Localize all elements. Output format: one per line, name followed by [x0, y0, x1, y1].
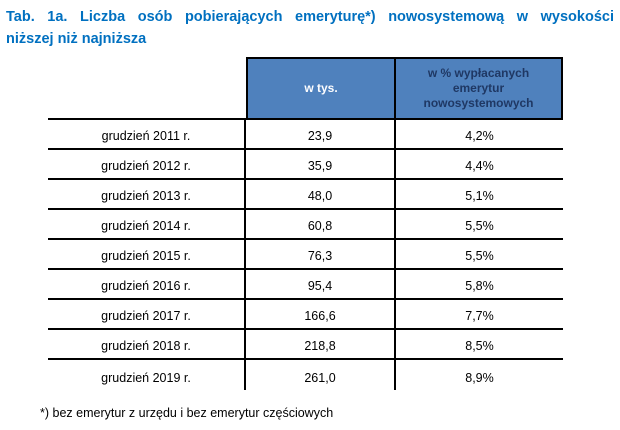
cell-period: grudzień 2016 r. [48, 270, 246, 298]
table-row: grudzień 2012 r. 35,9 4,4% [48, 150, 563, 180]
header-percent: w % wypłacanych emerytur nowosystemowych [396, 57, 563, 120]
table-title: Tab. 1a. Liczba osób pobierających emery… [6, 6, 614, 50]
header-empty-cell [48, 57, 246, 120]
table-row: grudzień 2019 r. 261,0 8,9% [48, 360, 563, 390]
table-row: grudzień 2018 r. 218,8 8,5% [48, 330, 563, 360]
table-row: grudzień 2016 r. 95,4 5,8% [48, 270, 563, 300]
cell-period: grudzień 2017 r. [48, 300, 246, 328]
table-row: grudzień 2014 r. 60,8 5,5% [48, 210, 563, 240]
cell-percent: 4,4% [465, 159, 494, 173]
cell-percent: 5,5% [465, 219, 494, 233]
table-row: grudzień 2015 r. 76,3 5,5% [48, 240, 563, 270]
cell-percent: 5,1% [465, 189, 494, 203]
cell-thousands: 76,3 [246, 240, 396, 268]
cell-thousands: 35,9 [246, 150, 396, 178]
cell-period: grudzień 2014 r. [48, 210, 246, 238]
header-thousands: w tys. [246, 57, 396, 120]
table-header-row: w tys. w % wypłacanych emerytur nowosyst… [48, 57, 563, 120]
cell-percent: 4,2% [465, 129, 494, 143]
cell-thousands: 23,9 [246, 120, 396, 148]
cell-period: grudzień 2011 r. [48, 120, 246, 148]
pension-table: w tys. w % wypłacanych emerytur nowosyst… [48, 57, 563, 390]
cell-thousands: 60,8 [246, 210, 396, 238]
table-body: grudzień 2011 r. 23,9 4,2% grudzień 2012… [48, 120, 563, 390]
footnote: *) bez emerytur z urzędu i bez emerytur … [40, 406, 334, 420]
cell-period: grudzień 2013 r. [48, 180, 246, 208]
table-row: grudzień 2017 r. 166,6 7,7% [48, 300, 563, 330]
cell-percent: 8,5% [465, 339, 494, 353]
cell-thousands: 48,0 [246, 180, 396, 208]
cell-percent: 8,9% [465, 371, 494, 385]
cell-percent: 5,5% [465, 249, 494, 263]
table-title-line1: Tab. 1a. Liczba osób pobierających emery… [6, 9, 614, 25]
cell-thousands: 218,8 [246, 330, 396, 358]
cell-thousands: 95,4 [246, 270, 396, 298]
cell-period: grudzień 2012 r. [48, 150, 246, 178]
cell-thousands: 166,6 [246, 300, 396, 328]
table-row: grudzień 2011 r. 23,9 4,2% [48, 120, 563, 150]
cell-period: grudzień 2019 r. [48, 360, 246, 390]
cell-thousands: 261,0 [246, 360, 396, 390]
cell-percent: 5,8% [465, 279, 494, 293]
cell-period: grudzień 2018 r. [48, 330, 246, 358]
table-row: grudzień 2013 r. 48,0 5,1% [48, 180, 563, 210]
table-title-line2: niższej niż najniższa [6, 31, 147, 47]
cell-percent: 7,7% [465, 309, 494, 323]
cell-period: grudzień 2015 r. [48, 240, 246, 268]
